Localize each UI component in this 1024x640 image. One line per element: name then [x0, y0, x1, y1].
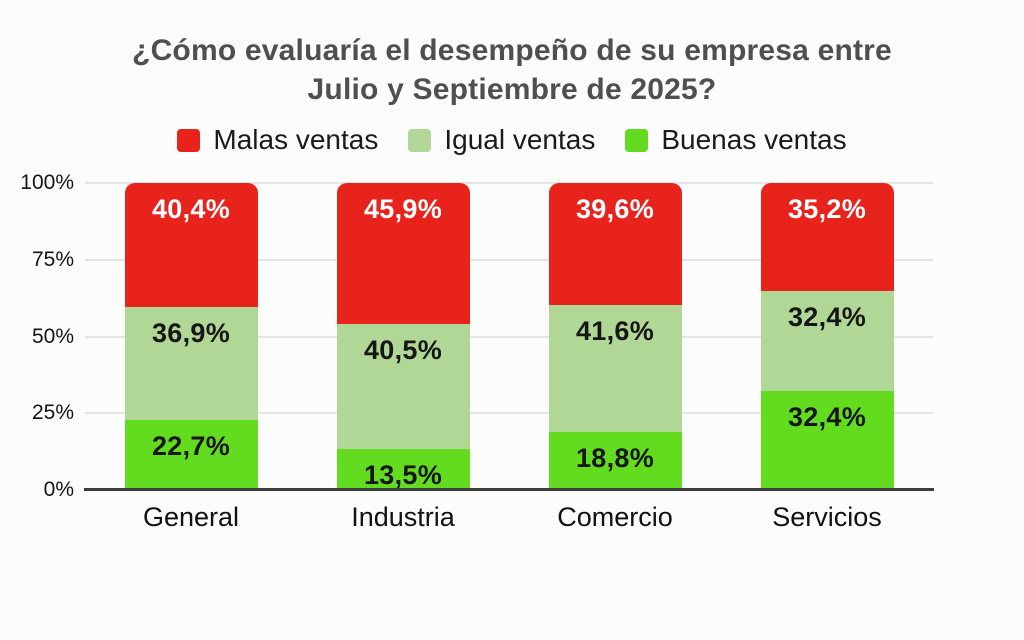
bar-segment: 32,4%: [760, 390, 894, 490]
legend-item: Malas ventas: [177, 124, 378, 156]
bars-row: 40,4% 36,9% 22,7% 45,9% 40,5% 13,5% 39,6% 41,6%…: [85, 183, 933, 490]
bar-value-label: 39,6%: [575, 194, 655, 224]
x-axis-label: General: [142, 502, 240, 532]
bar-segment: 32,4%: [760, 291, 894, 391]
bar-value-label: 45,9%: [363, 194, 443, 224]
bar-segment: 40,4%: [124, 183, 258, 308]
legend-item: Buenas ventas: [625, 124, 847, 156]
bar-value-label: 32,4%: [787, 302, 867, 333]
y-axis-tick-label: 50%: [31, 324, 74, 348]
bar-value-label: 18,8%: [575, 443, 655, 474]
x-axis-line: [84, 488, 934, 491]
gridline: [85, 182, 933, 184]
y-axis-tick-label: 0%: [43, 478, 74, 501]
bar-value-label: 40,5%: [363, 335, 443, 366]
bar-column: 45,9% 40,5% 13,5%: [297, 183, 509, 490]
legend-label: Malas ventas: [213, 124, 379, 155]
stacked-bar: 39,6% 41,6% 18,8%: [548, 183, 682, 490]
gridline: [85, 412, 933, 415]
x-axis-label: Industria: [351, 502, 455, 532]
bar-value-label: 41,6%: [575, 315, 655, 346]
bar-segment: 18,8%: [548, 432, 682, 490]
buenas-ventas-legend-swatch: [625, 128, 649, 152]
gridline: [85, 258, 933, 261]
y-axis-tick-label: 75%: [31, 247, 74, 271]
legend: Malas ventas Igual ventas Buenas ventas: [0, 124, 1024, 156]
malas-ventas-legend-swatch: [177, 128, 201, 152]
stacked-bar: 40,4% 36,9% 22,7%: [124, 183, 258, 490]
legend-label: Igual ventas: [444, 124, 596, 155]
y-axis-tick-label: 25%: [31, 401, 74, 425]
x-axis-labels: General Industria Comercio Servicios: [85, 502, 933, 533]
bar-value-label: 13,5%: [363, 459, 443, 490]
bar-segment: 36,9%: [124, 307, 258, 421]
bar-value-label: 35,2%: [787, 194, 867, 224]
bar-segment: 41,6%: [548, 304, 682, 433]
bar-segment: 45,9%: [336, 183, 470, 325]
title-line-2: Julio y Septiembre de 2025?: [307, 73, 717, 106]
chart-title: ¿Cómo evaluaría el desempeño de su empre…: [0, 31, 1024, 109]
bar-column: 39,6% 41,6% 18,8%: [509, 183, 721, 490]
plot-area: 40,4% 36,9% 22,7% 45,9% 40,5% 13,5% 39,6% 41,6%…: [85, 182, 933, 491]
legend-item: Igual ventas: [408, 124, 595, 156]
y-axis-tick-label: 100%: [20, 171, 74, 194]
igual-ventas-legend-swatch: [408, 128, 432, 152]
gridline: [85, 335, 933, 338]
bar-segment: 40,5%: [336, 324, 470, 449]
bar-segment: 35,2%: [760, 183, 894, 292]
bar-segment: 13,5%: [336, 448, 470, 490]
x-axis-label: Servicios: [772, 502, 882, 532]
bar-column: 40,4% 36,9% 22,7%: [85, 183, 297, 490]
bar-segment: 39,6%: [548, 183, 682, 305]
bar-value-label: 36,9%: [151, 318, 231, 349]
bar-column: 35,2% 32,4% 32,4%: [721, 183, 933, 490]
legend-label: Buenas ventas: [661, 124, 847, 155]
bar-value-label: 22,7%: [151, 431, 231, 462]
stacked-bar: 35,2% 32,4% 32,4%: [760, 183, 894, 490]
bar-value-label: 32,4%: [787, 401, 867, 432]
y-axis: 100% 75% 50% 25% 0%: [0, 171, 74, 501]
title-line-1: ¿Cómo evaluaría el desempeño de su empre…: [132, 34, 892, 67]
x-axis-label: Comercio: [557, 502, 673, 532]
bar-segment: 22,7%: [124, 420, 258, 490]
stacked-bar: 45,9% 40,5% 13,5%: [336, 183, 470, 490]
bar-value-label: 40,4%: [151, 194, 231, 224]
